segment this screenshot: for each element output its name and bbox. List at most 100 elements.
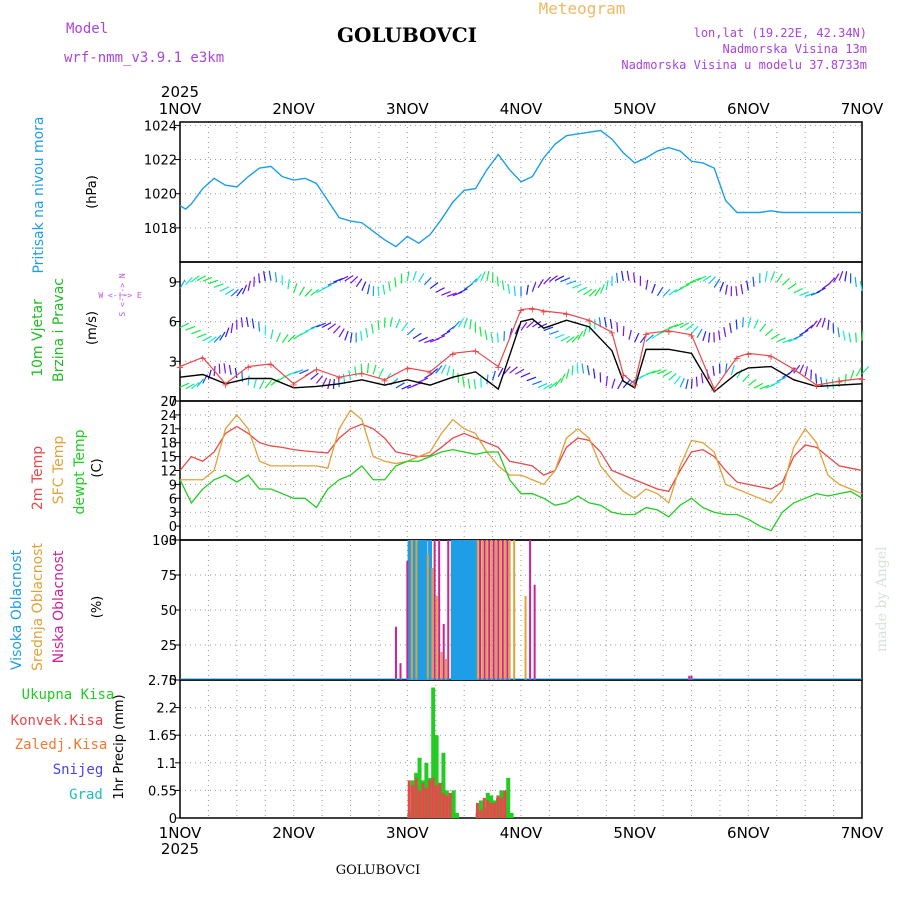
wind-barb <box>458 318 463 327</box>
wind-barb <box>817 318 822 327</box>
pressure-ytick-label: 1022 <box>144 154 177 169</box>
precip-ytick-label: 1.1 <box>156 757 177 772</box>
wind-barb <box>686 324 694 330</box>
wind-barb <box>532 381 541 385</box>
wind-barb <box>811 321 817 329</box>
wind-barb <box>851 370 854 379</box>
precip-conv-bar <box>442 793 445 818</box>
wind-barb <box>231 323 233 333</box>
wind-barb <box>436 336 445 340</box>
wind-barb <box>572 284 581 288</box>
wind-barb <box>572 365 573 375</box>
gust-marker: + <box>812 381 820 392</box>
gust-marker: + <box>403 364 411 375</box>
wind-barb <box>248 281 250 291</box>
low-cloud-bar <box>529 540 531 680</box>
wind-barb <box>269 271 271 281</box>
xtick-top-label: 5NOV <box>613 100 656 118</box>
wind-barb <box>686 379 688 389</box>
gust-marker: + <box>289 380 297 391</box>
wind-barb <box>521 322 527 330</box>
precip-conv-bar <box>435 785 438 818</box>
wind-barb <box>612 379 615 389</box>
pressure-label: Pritisak na nivou mora <box>31 116 47 273</box>
mid-cloud-bar <box>436 596 438 680</box>
precip-conv-bar <box>490 803 493 818</box>
wind-barb <box>294 283 297 292</box>
wind-barb <box>436 288 445 293</box>
wind-barb <box>339 329 344 338</box>
meteogram-title: Meteogram <box>539 0 626 18</box>
wind-barb <box>713 366 714 376</box>
xtick-bottom-label: 4NOV <box>500 824 543 842</box>
xtick-top-label: 7NOV <box>841 100 884 118</box>
wind-barb <box>299 331 308 335</box>
cloud-label-high: Visoka Oblacnost <box>9 549 25 670</box>
year-top: 2025 <box>161 83 199 101</box>
low-cloud-bar <box>484 540 486 680</box>
wind-barb <box>584 289 592 295</box>
wind-barb <box>765 271 767 281</box>
wind-barb <box>582 364 584 374</box>
cloud-unit: (%) <box>90 596 105 619</box>
mid-cloud-bar <box>500 540 502 680</box>
wind-barb <box>474 379 475 389</box>
temp-ytick-label: 6 <box>169 492 177 507</box>
wind-barb <box>817 288 826 293</box>
precip-conv-bar <box>476 803 479 818</box>
wind-barb <box>248 375 249 385</box>
wind-barb <box>799 365 803 374</box>
wind-barb <box>424 277 431 284</box>
wind-barb <box>413 333 421 338</box>
wind-barb <box>555 334 564 338</box>
wind-barb <box>322 285 331 289</box>
wind-barb <box>254 378 257 388</box>
wind-barb <box>259 273 260 283</box>
wind-barb <box>247 317 249 327</box>
pressure-ytick-label: 1024 <box>144 119 177 134</box>
wind-barb <box>271 329 273 339</box>
wind-barb <box>521 373 530 377</box>
wind-barb <box>544 277 551 284</box>
wind-barb <box>470 319 471 329</box>
wind-barb <box>497 276 498 286</box>
wind-barb <box>299 287 304 296</box>
wind-barb <box>811 370 812 380</box>
low-cloud-bar <box>497 540 499 680</box>
wind-ytick-label: 6 <box>169 316 177 331</box>
wind-gust-line <box>180 308 862 389</box>
temp-label-2m: 2m Temp <box>30 446 46 510</box>
pressure-ytick-label: 1018 <box>144 222 177 237</box>
precip-label-hail: Grad <box>69 787 103 803</box>
gust-marker: + <box>494 363 502 374</box>
wind-barb <box>485 330 487 340</box>
wind-barb <box>839 271 842 280</box>
wind-barb <box>577 364 578 374</box>
xtick-top-label: 1NOV <box>159 100 202 118</box>
precip-conv-bar <box>432 778 435 818</box>
temp-label-dewpt: dewpt Temp <box>72 429 88 514</box>
xtick-bottom-label: 6NOV <box>727 824 770 842</box>
wind-barb <box>771 334 780 339</box>
wind-barb <box>845 374 846 384</box>
watermark: made by Angel <box>874 546 890 652</box>
wind-barb <box>669 374 676 381</box>
cloud-ytick-label: 25 <box>160 639 177 654</box>
gust-marker: + <box>335 373 343 384</box>
wind-barb <box>186 277 193 284</box>
precip-conv-bar <box>500 798 503 818</box>
wind-barb <box>680 285 689 289</box>
low-cloud-bar <box>434 540 436 680</box>
xtick-bottom-label: 7NOV <box>841 824 884 842</box>
precip-unit: 1hr Precip (mm) <box>112 694 127 799</box>
gust-marker: + <box>767 352 775 363</box>
precip-conv-bar <box>483 798 486 818</box>
wind-barb <box>458 289 467 293</box>
wind-barb <box>788 284 796 290</box>
wind-barb <box>186 326 195 330</box>
wind-barb <box>594 369 595 379</box>
wind-barb <box>197 334 206 338</box>
precip-conv-bar <box>496 795 499 818</box>
wind-barb <box>561 336 570 341</box>
wind-barb <box>481 271 485 280</box>
